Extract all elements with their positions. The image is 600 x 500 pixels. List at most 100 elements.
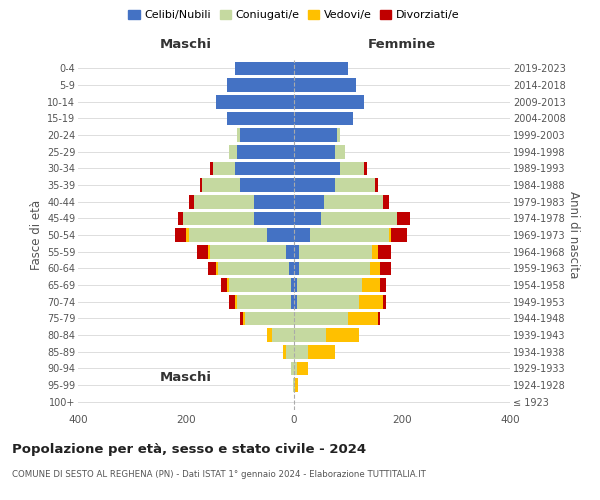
Bar — [335, 178, 375, 192]
Bar — [378, 245, 391, 258]
Bar — [361, 278, 380, 292]
Bar — [194, 195, 254, 208]
Bar — [210, 245, 286, 258]
Bar — [375, 178, 378, 192]
Bar — [175, 228, 186, 242]
Bar — [178, 212, 184, 225]
Bar — [272, 328, 294, 342]
Bar — [294, 312, 348, 325]
Bar — [199, 178, 202, 192]
Bar — [294, 128, 337, 142]
Bar — [326, 328, 359, 342]
Bar — [294, 362, 296, 375]
Bar — [208, 262, 216, 275]
Bar — [294, 262, 299, 275]
Legend: Celibi/Nubili, Coniugati/e, Vedovi/e, Divorziati/e: Celibi/Nubili, Coniugati/e, Vedovi/e, Di… — [124, 6, 464, 25]
Bar — [292, 295, 294, 308]
Bar — [294, 212, 321, 225]
Bar — [254, 195, 294, 208]
Bar — [335, 145, 346, 158]
Bar — [294, 378, 295, 392]
Bar — [202, 178, 240, 192]
Bar — [380, 262, 391, 275]
Bar — [294, 145, 335, 158]
Y-axis label: Anni di nascita: Anni di nascita — [566, 192, 580, 278]
Bar — [267, 328, 272, 342]
Bar — [186, 228, 188, 242]
Bar — [254, 212, 294, 225]
Bar — [184, 212, 254, 225]
Bar — [294, 62, 348, 75]
Y-axis label: Fasce di età: Fasce di età — [29, 200, 43, 270]
Bar — [245, 312, 294, 325]
Bar — [283, 345, 286, 358]
Bar — [310, 228, 389, 242]
Bar — [240, 312, 242, 325]
Bar — [380, 278, 386, 292]
Bar — [364, 162, 367, 175]
Bar — [293, 378, 294, 392]
Bar — [294, 228, 310, 242]
Bar — [292, 362, 294, 375]
Bar — [294, 78, 356, 92]
Bar — [289, 262, 294, 275]
Bar — [218, 262, 289, 275]
Bar — [229, 278, 292, 292]
Bar — [243, 312, 245, 325]
Bar — [321, 212, 397, 225]
Bar — [216, 262, 218, 275]
Bar — [227, 112, 294, 125]
Bar — [294, 295, 296, 308]
Bar — [238, 145, 294, 158]
Text: Femmine: Femmine — [368, 38, 436, 52]
Bar — [188, 195, 194, 208]
Text: Maschi: Maschi — [160, 372, 212, 384]
Bar — [299, 262, 370, 275]
Bar — [383, 195, 389, 208]
Text: Popolazione per età, sesso e stato civile - 2024: Popolazione per età, sesso e stato civil… — [12, 442, 366, 456]
Bar — [240, 128, 294, 142]
Bar — [267, 228, 294, 242]
Bar — [197, 245, 208, 258]
Bar — [294, 178, 335, 192]
Bar — [383, 295, 386, 308]
Bar — [372, 245, 378, 258]
Bar — [348, 312, 378, 325]
Bar — [227, 278, 229, 292]
Bar — [294, 328, 326, 342]
Bar — [294, 162, 340, 175]
Bar — [229, 295, 235, 308]
Bar — [294, 278, 296, 292]
Bar — [216, 95, 294, 108]
Bar — [296, 362, 308, 375]
Bar — [238, 295, 292, 308]
Bar — [292, 278, 294, 292]
Bar — [188, 228, 267, 242]
Bar — [240, 178, 294, 192]
Bar — [296, 278, 361, 292]
Bar — [235, 162, 294, 175]
Bar — [389, 228, 391, 242]
Bar — [211, 162, 213, 175]
Bar — [213, 162, 235, 175]
Text: COMUNE DI SESTO AL REGHENA (PN) - Dati ISTAT 1° gennaio 2024 - Elaborazione TUTT: COMUNE DI SESTO AL REGHENA (PN) - Dati I… — [12, 470, 426, 479]
Bar — [286, 345, 294, 358]
Bar — [235, 295, 238, 308]
Bar — [378, 312, 380, 325]
Bar — [359, 295, 383, 308]
Bar — [308, 345, 335, 358]
Bar — [397, 212, 410, 225]
Bar — [294, 345, 308, 358]
Bar — [221, 278, 227, 292]
Text: Maschi: Maschi — [160, 38, 212, 52]
Bar — [235, 62, 294, 75]
Bar — [299, 245, 372, 258]
Bar — [286, 245, 294, 258]
Bar — [391, 228, 407, 242]
Bar — [296, 295, 359, 308]
Bar — [227, 78, 294, 92]
Bar — [340, 162, 364, 175]
Bar — [294, 245, 299, 258]
Bar — [238, 128, 240, 142]
Bar — [294, 112, 353, 125]
